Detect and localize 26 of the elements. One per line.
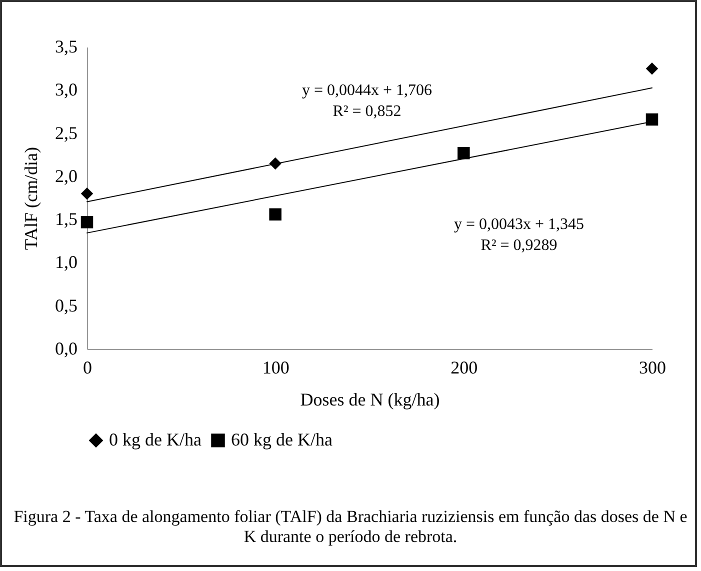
annotation: y = 0,0044x + 1,706 R² = 0,852 [302, 81, 432, 122]
point [80, 188, 94, 200]
y-tick-label: 1,5 [55, 209, 78, 230]
y-tick-label: 3,0 [55, 80, 78, 100]
y-tick-label: 1,0 [55, 252, 78, 272]
x-tick-label: 300 [639, 358, 666, 378]
point [646, 113, 658, 126]
y-axis-title: TAlF (cm/dia) [21, 146, 41, 250]
y-tick-label: 2,5 [55, 122, 78, 143]
x-tick-label: 100 [262, 358, 290, 378]
point [269, 157, 282, 170]
annotation: y = 0,0043x + 1,345 R² = 0,9289 [454, 215, 584, 256]
x-tick-label: 0 [83, 358, 92, 378]
y-tick-label: 3,5 [55, 36, 78, 56]
point [646, 62, 658, 75]
legend-label: 60 kg de K/ha [231, 429, 332, 450]
y-tick-label: 2,0 [55, 166, 78, 186]
point [458, 147, 470, 160]
y-tick-label: 0,0 [55, 338, 78, 358]
x-axis-title: Doses de N (kg/ha) [300, 390, 440, 410]
x-tick-label: 200 [450, 358, 478, 378]
y-tick-label: 0,5 [55, 295, 78, 316]
point [269, 208, 282, 221]
legend-label: 0 kg de K/ha [109, 429, 202, 450]
point [80, 216, 94, 228]
text: Figura 2 - Taxa de alongamento foliar (TAlF) da Brachiaria ruziziensis em função das doses de N e K durante o período de rebrota. [12, 507, 688, 547]
